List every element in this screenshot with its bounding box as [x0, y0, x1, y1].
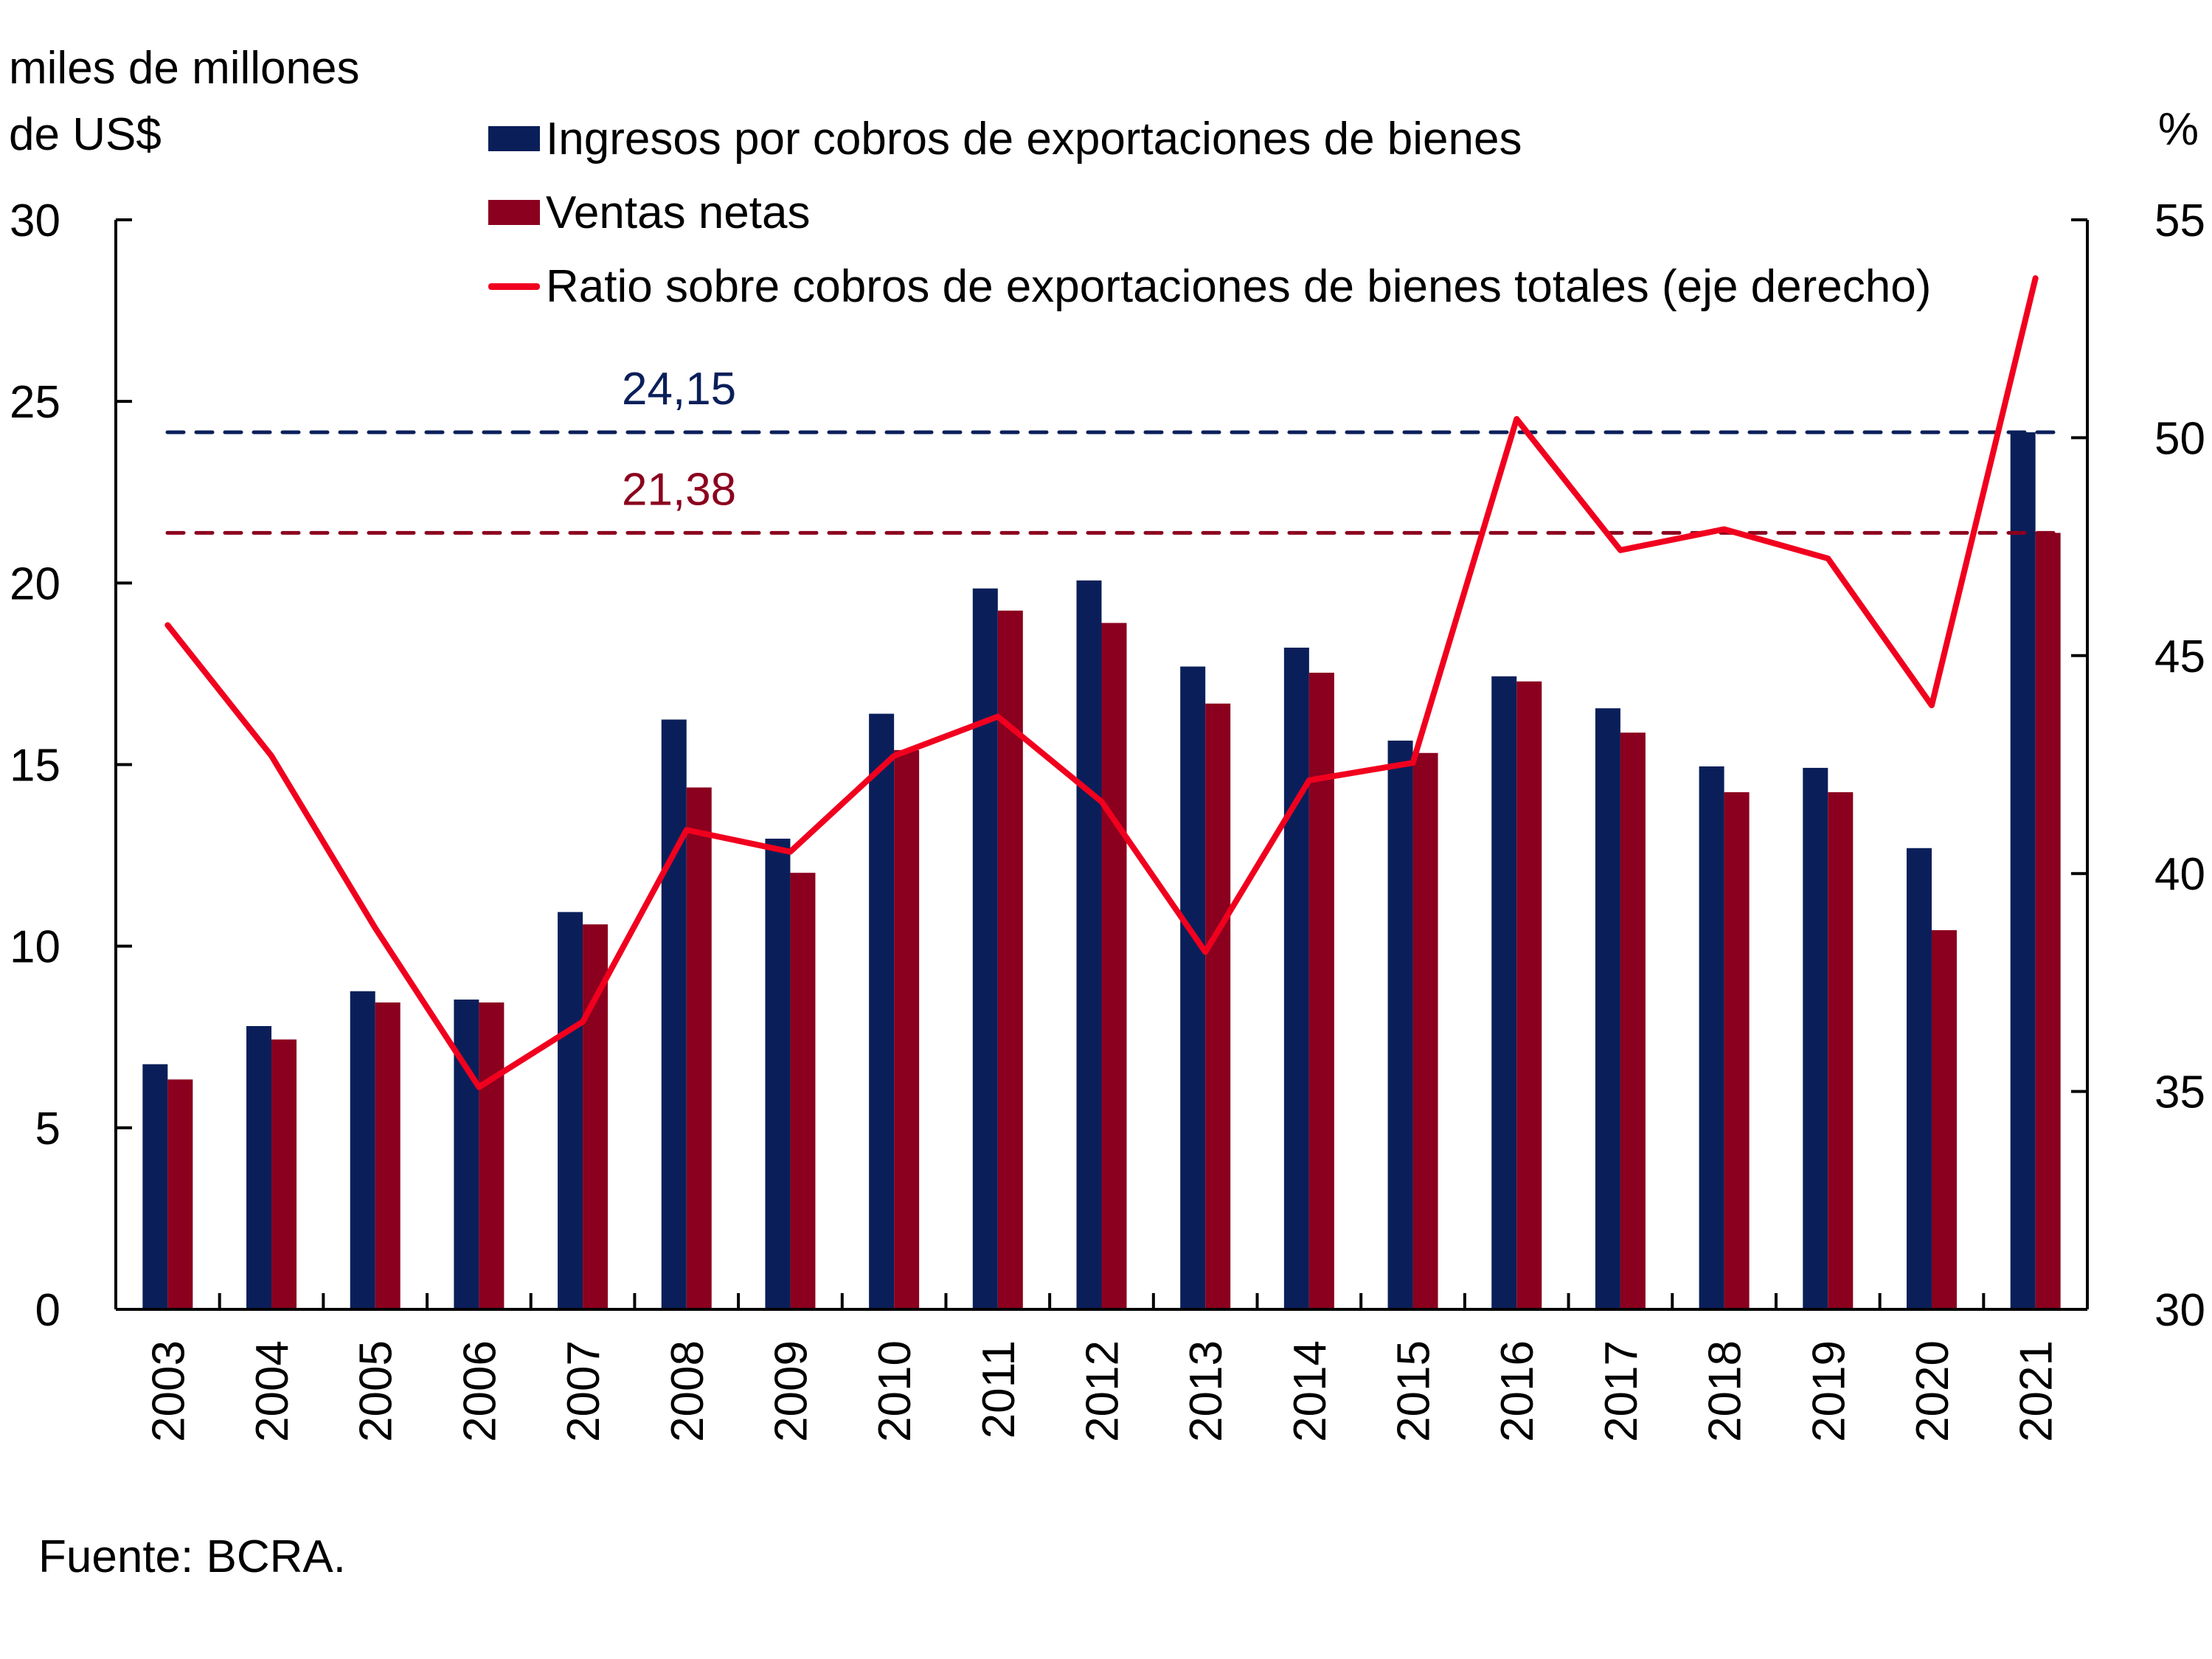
left-tick-label-25: 25 [10, 377, 60, 428]
bar-ingresos-2012 [1076, 580, 1102, 1309]
bar-ingresos-2011 [972, 588, 998, 1309]
x-tick-label-2016: 2016 [1492, 1340, 1543, 1442]
legend-item-ventas: Ventas netas [488, 176, 1931, 249]
axes-layer: 0 5 10 15 20 25 30 30 35 40 45 50 55 2003 2004 2005 2006… [10, 195, 2205, 1442]
bar-ingresos-2004 [246, 1025, 272, 1309]
bar-ventas-2018 [1724, 792, 1750, 1309]
x-tick-label-2004: 2004 [247, 1340, 298, 1442]
x-tick-label-2017: 2017 [1596, 1340, 1647, 1442]
bar-ventas-2011 [997, 610, 1023, 1309]
source-note: Fuente: BCRA. [38, 1531, 346, 1582]
x-tick-label-2009: 2009 [766, 1340, 817, 1442]
left-tick-label-5: 5 [35, 1104, 60, 1154]
x-tick-label-2007: 2007 [558, 1340, 609, 1442]
legend-label-ventas: Ventas netas [546, 187, 811, 238]
bar-ventas-2012 [1101, 623, 1127, 1309]
bar-ingresos-2008 [661, 719, 687, 1309]
left-tick-label-30: 30 [10, 195, 60, 246]
right-axis-unit-label: % [2157, 104, 2199, 155]
left-tick-label-10: 10 [10, 922, 60, 973]
bar-ingresos-2020 [1906, 848, 1932, 1309]
x-tick-label-2018: 2018 [1700, 1340, 1751, 1442]
left-tick-label-15: 15 [10, 741, 60, 792]
bar-ventas-2003 [167, 1079, 193, 1309]
x-tick-label-2011: 2011 [974, 1340, 1024, 1438]
bar-ventas-2008 [686, 787, 712, 1309]
bar-ingresos-2003 [142, 1064, 168, 1309]
bar-ventas-2004 [271, 1039, 297, 1309]
left-axis-unit-line1: miles de millones [9, 43, 360, 94]
bar-ventas-2021 [2035, 533, 2061, 1309]
x-tick-label-2008: 2008 [662, 1340, 713, 1442]
bar-ingresos-2018 [1699, 766, 1724, 1309]
bar-ingresos-2013 [1180, 666, 1206, 1309]
left-axis-unit-label: miles de millones de US$ [9, 35, 360, 168]
bar-ventas-2006 [479, 1002, 505, 1309]
x-tick-label-2006: 2006 [454, 1340, 505, 1442]
x-tick-label-2015: 2015 [1389, 1340, 1440, 1442]
left-tick-label-20: 20 [10, 558, 60, 609]
legend-label-ratio: Ratio sobre cobros de exportaciones de b… [546, 260, 1932, 312]
bar-ingresos-2016 [1491, 676, 1517, 1309]
left-axis-unit-line2: de US$ [9, 109, 162, 160]
bar-ventas-2010 [894, 749, 920, 1309]
legend-swatch-ingresos [488, 126, 540, 151]
x-tick-label-2013: 2013 [1181, 1340, 1232, 1442]
right-tick-label-40: 40 [2154, 849, 2205, 900]
bar-ingresos-2005 [350, 991, 375, 1309]
bar-ventas-2009 [790, 873, 816, 1309]
legend: Ingresos por cobros de exportaciones de … [488, 102, 1931, 323]
bar-ventas-2020 [1931, 930, 1957, 1309]
bar-ingresos-2009 [765, 838, 791, 1309]
x-tick-label-2020: 2020 [1907, 1340, 1958, 1442]
bar-ingresos-2021 [2010, 432, 2036, 1309]
ratio-line-layer [164, 275, 2039, 1090]
x-tick-label-2021: 2021 [2011, 1340, 2062, 1442]
bar-ingresos-2019 [1803, 767, 1828, 1309]
x-tick-label-2019: 2019 [1803, 1340, 1854, 1442]
bar-ingresos-2014 [1283, 647, 1309, 1309]
reference-label-1: 21,38 [622, 464, 736, 515]
right-tick-label-30: 30 [2154, 1285, 2205, 1336]
bar-ventas-2019 [1828, 792, 1854, 1309]
reference-label-0: 24,15 [622, 364, 736, 415]
legend-swatch-ratio [488, 283, 540, 290]
bar-ventas-2014 [1308, 672, 1334, 1309]
bars-layer [142, 432, 2061, 1309]
bar-ventas-2017 [1620, 732, 1646, 1309]
x-tick-label-2010: 2010 [870, 1340, 920, 1442]
bar-ingresos-2015 [1387, 741, 1413, 1309]
right-tick-label-50: 50 [2154, 413, 2205, 464]
right-tick-label-35: 35 [2154, 1067, 2205, 1118]
legend-swatch-ventas [488, 200, 540, 225]
right-tick-label-55: 55 [2154, 195, 2205, 246]
x-tick-label-2012: 2012 [1078, 1340, 1128, 1442]
x-tick-label-2003: 2003 [143, 1340, 194, 1442]
reference-lines-layer: 24,15 21,38 [165, 364, 2067, 535]
left-tick-label-0: 0 [35, 1285, 60, 1336]
bar-ventas-2016 [1516, 681, 1542, 1309]
bar-ventas-2015 [1412, 752, 1438, 1309]
x-tick-label-2005: 2005 [351, 1340, 402, 1442]
bar-ingresos-2007 [558, 912, 583, 1309]
legend-item-ratio: Ratio sobre cobros de exportaciones de b… [488, 249, 1931, 323]
legend-item-ingresos: Ingresos por cobros de exportaciones de … [488, 102, 1931, 176]
bar-ingresos-2006 [454, 1000, 479, 1309]
bar-ventas-2013 [1205, 703, 1231, 1309]
legend-label-ingresos: Ingresos por cobros de exportaciones de … [546, 113, 1522, 164]
bar-ventas-2005 [375, 1002, 401, 1309]
bar-ingresos-2017 [1595, 708, 1620, 1309]
x-tick-label-2014: 2014 [1285, 1340, 1336, 1442]
bar-ingresos-2010 [869, 713, 895, 1309]
right-tick-label-45: 45 [2154, 631, 2205, 682]
